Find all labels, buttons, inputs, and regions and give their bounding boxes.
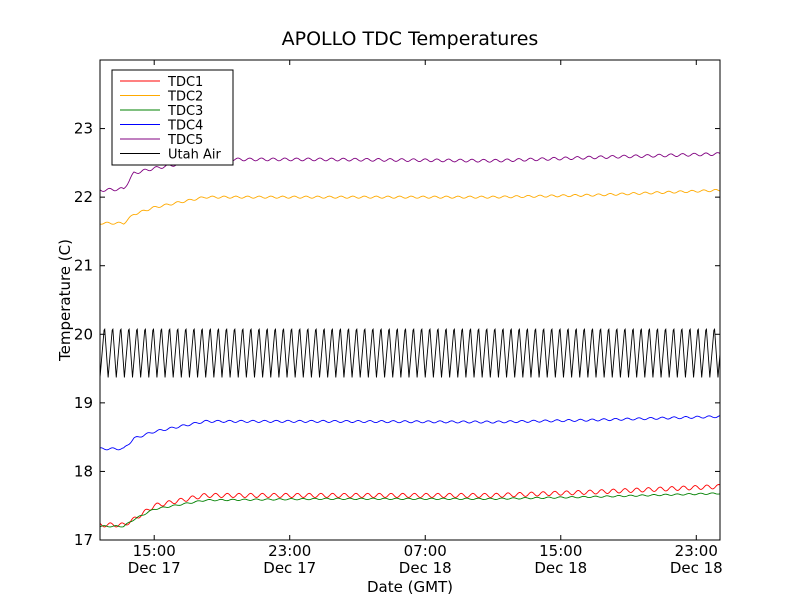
x-tick-date-label: Dec 18 [670,559,723,577]
series-line-utah-air [100,328,720,378]
y-axis-label: Temperature (C) [56,239,74,362]
legend-label-utah-air: Utah Air [168,148,221,163]
x-tick-label: 15:00 [539,542,582,560]
series-line-tdc1 [100,484,720,528]
series-line-tdc3 [100,492,720,528]
x-tick-date-label: Dec 17 [263,559,316,577]
series-line-tdc2 [100,188,720,225]
x-tick-label: 15:00 [133,542,176,560]
legend-box [111,69,234,166]
x-tick-date-label: Dec 18 [399,559,452,577]
x-tick-date-label: Dec 18 [534,559,587,577]
y-tick-label: 19 [74,394,93,412]
y-tick-label: 20 [74,325,93,343]
series-line-tdc4 [100,415,720,451]
legend-label-tdc4: TDC4 [167,119,203,134]
legend-label-tdc5: TDC5 [167,133,203,148]
legend-label-tdc2: TDC2 [167,90,203,105]
y-tick-label: 23 [74,120,93,138]
chart-title: APOLLO TDC Temperatures [282,28,539,50]
y-tick-label: 17 [74,531,93,549]
legend-label-tdc3: TDC3 [167,104,203,119]
y-tick-label: 22 [74,188,93,206]
legend-label-tdc1: TDC1 [167,75,203,90]
x-axis-label: Date (GMT) [367,578,453,596]
plot-frame [99,59,721,541]
x-tick-label: 23:00 [675,542,718,560]
y-tick-label: 18 [74,462,93,480]
y-tick-label: 21 [74,257,93,275]
x-tick-label: 07:00 [404,542,447,560]
x-tick-date-label: Dec 17 [128,559,181,577]
x-tick-label: 23:00 [268,542,311,560]
series-layer [100,152,720,528]
